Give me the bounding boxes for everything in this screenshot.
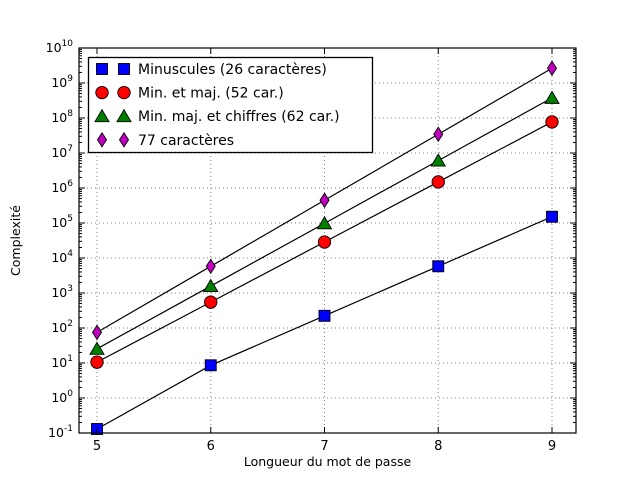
y-tick-label: 103 bbox=[51, 284, 73, 300]
y-tick-label: 1010 bbox=[46, 39, 74, 55]
triangle-marker bbox=[116, 108, 132, 123]
legend-entry-2: Min. maj. et chiffres (62 car.) bbox=[94, 108, 340, 125]
diamond-marker bbox=[433, 126, 444, 143]
x-tick-label: 7 bbox=[320, 439, 328, 454]
x-tick-label: 6 bbox=[207, 439, 215, 454]
circle-marker bbox=[545, 115, 559, 129]
triangle-marker bbox=[544, 90, 560, 104]
triangle-marker bbox=[202, 278, 219, 292]
y-axis-label: Complexité bbox=[8, 205, 23, 276]
y-tick-label: 101 bbox=[51, 354, 73, 370]
legend: Minuscules (26 caractères) Min. et maj. (… bbox=[87, 56, 374, 154]
triangle-marker bbox=[316, 215, 333, 230]
legend-entry-3: 77 caractères bbox=[96, 131, 234, 149]
circle-marker bbox=[431, 175, 445, 189]
diamond-marker bbox=[319, 192, 330, 209]
legend-label: Min. et maj. (52 car.) bbox=[138, 86, 284, 102]
legend-label: 77 caractères bbox=[138, 133, 234, 149]
y-tick-label: 10-1 bbox=[48, 424, 73, 440]
circle-marker bbox=[317, 235, 332, 249]
square-marker bbox=[546, 210, 558, 223]
circle-marker bbox=[117, 85, 131, 100]
y-tick-label: 107 bbox=[51, 144, 73, 160]
circle-marker bbox=[95, 85, 109, 100]
circle-marker bbox=[204, 295, 218, 309]
series-markers-1 bbox=[90, 115, 559, 369]
square-marker bbox=[432, 260, 445, 273]
x-tick-label: 9 bbox=[548, 439, 556, 454]
diamond-marker bbox=[96, 131, 108, 148]
axes-frame bbox=[78, 47, 577, 434]
legend-label: Minuscules (26 caractères) bbox=[138, 62, 327, 78]
legend-entry-1: Min. et maj. (52 car.) bbox=[95, 85, 284, 102]
diamond-marker bbox=[546, 60, 558, 77]
legend-entry-0: Minuscules (26 caractères) bbox=[96, 62, 327, 78]
square-marker bbox=[96, 63, 108, 75]
square-marker bbox=[318, 309, 331, 322]
y-tick-label: 105 bbox=[51, 214, 73, 230]
triangle-marker bbox=[89, 341, 105, 355]
square-marker bbox=[204, 359, 217, 372]
triangle-marker bbox=[430, 153, 447, 167]
y-tick-label: 104 bbox=[51, 249, 73, 265]
legend-label: Min. maj. et chiffres (62 car.) bbox=[138, 109, 340, 125]
diamond-marker bbox=[205, 258, 216, 275]
y-tick-label: 100 bbox=[51, 389, 73, 405]
x-tick-label: 8 bbox=[434, 439, 442, 454]
series-markers-3 bbox=[91, 60, 558, 341]
square-marker bbox=[118, 63, 130, 75]
diamond-marker bbox=[118, 131, 130, 148]
circle-marker bbox=[90, 355, 104, 369]
x-tick-label: 5 bbox=[93, 439, 101, 454]
series-markers-2 bbox=[89, 90, 560, 355]
y-tick-label: 102 bbox=[51, 319, 73, 335]
y-tick-label: 109 bbox=[51, 74, 73, 90]
x-axis-label: Longueur du mot de passe bbox=[244, 454, 412, 469]
y-tick-label: 108 bbox=[51, 109, 73, 125]
ticks bbox=[79, 47, 576, 434]
legend-box bbox=[87, 56, 374, 154]
y-tick-label: 106 bbox=[51, 179, 73, 195]
triangle-marker bbox=[94, 108, 110, 123]
diamond-marker bbox=[91, 324, 103, 341]
